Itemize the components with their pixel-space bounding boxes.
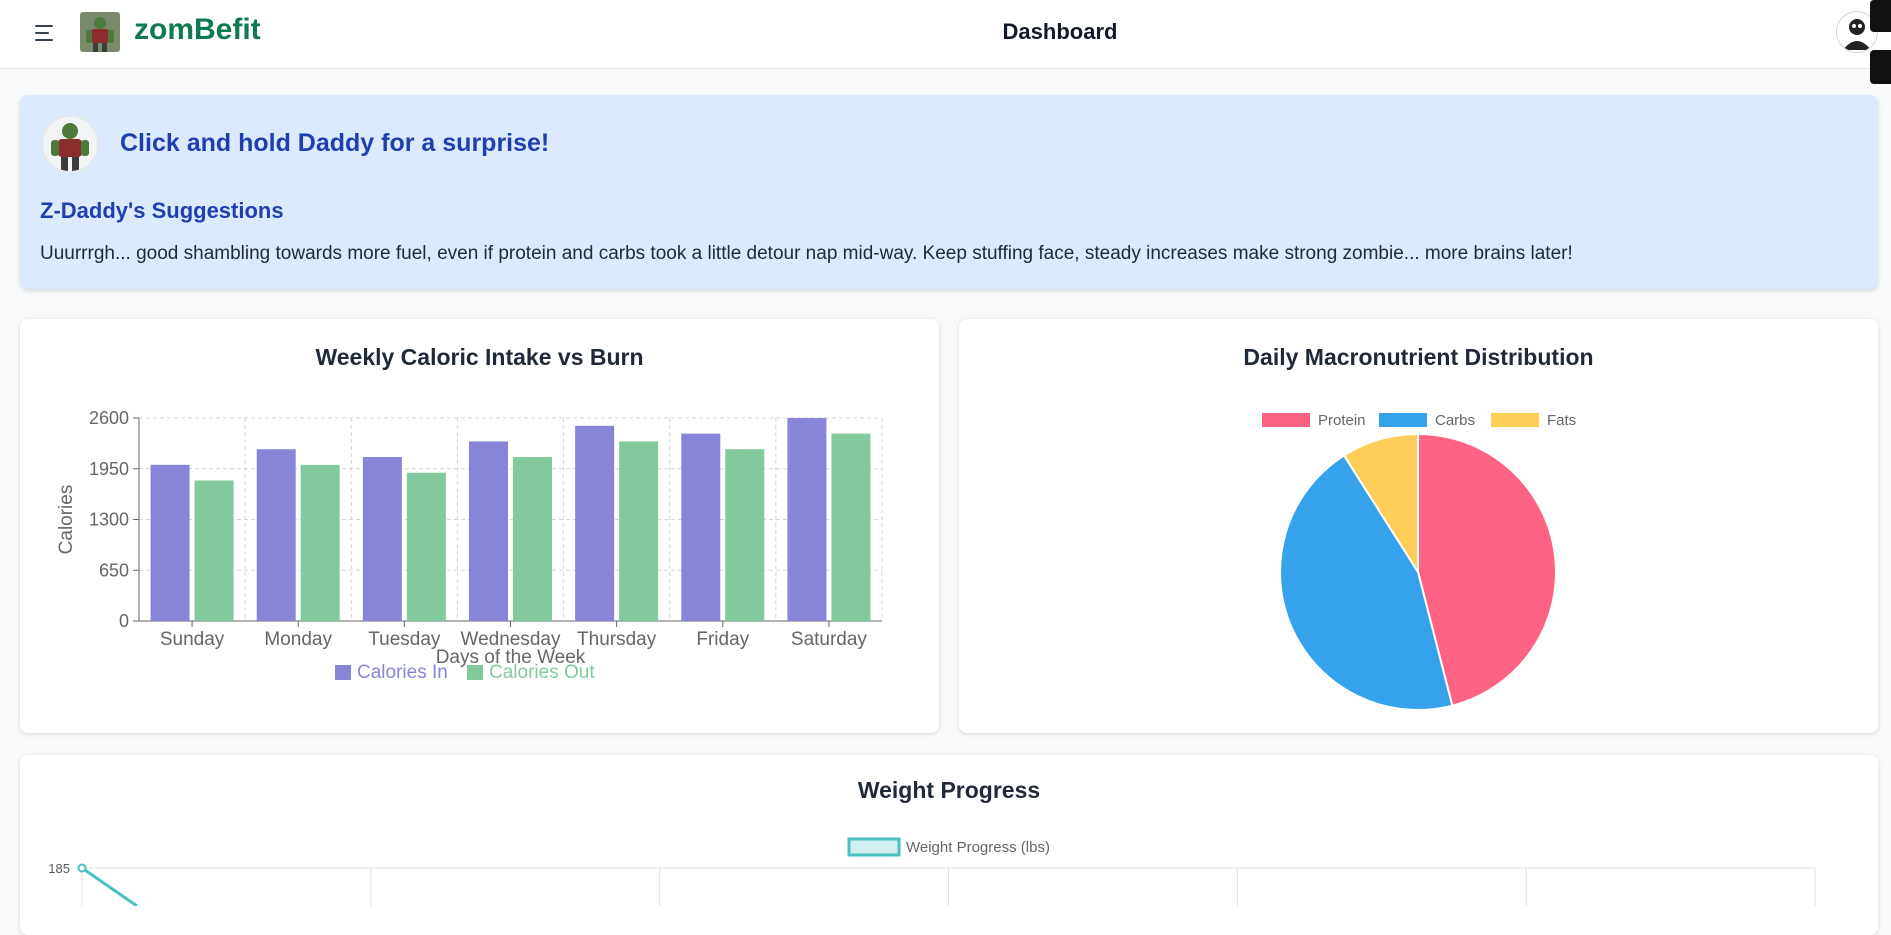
bar-calories-out: [831, 433, 871, 621]
legend-label-carbs: Carbs: [1435, 412, 1475, 429]
bar-calories-out: [513, 457, 552, 621]
x-tick-label: Sunday: [160, 629, 225, 650]
bar-calories-in: [575, 425, 615, 621]
legend-label-weight: Weight Progress (lbs): [906, 839, 1050, 856]
pie-slice-fats: [1342, 432, 1419, 576]
bar-calories-out: [406, 472, 446, 621]
legend-label-protein: Protein: [1318, 412, 1366, 429]
y-tick-label: 0: [119, 611, 129, 631]
bar-calories-out: [194, 480, 234, 621]
legend-swatch-calories-out: [467, 665, 483, 680]
weight-chart-title: Weight Progress: [857, 777, 1041, 803]
zombie-daddy-avatar-icon[interactable]: [41, 115, 99, 173]
x-tick-label: Tuesday: [368, 629, 441, 650]
legend-label-fats: Fats: [1547, 412, 1576, 429]
y-tick-label: 1300: [89, 510, 129, 530]
legend-swatch-weight: [847, 837, 901, 857]
legend-swatch-fats: [1491, 413, 1539, 427]
weight-chart-card: Weight Progress Weight Progress (lbs) 185: [20, 755, 1878, 935]
y-tick-label: 1950: [89, 459, 129, 479]
bar-calories-out: [300, 464, 340, 621]
calorie-chart-title: Weekly Caloric Intake vs Burn: [315, 344, 644, 370]
legend-label-calories-out: Calories Out: [489, 662, 595, 683]
zombie-logo-icon[interactable]: [80, 12, 120, 52]
macro-pie-chart: Protein Carbs Fats: [1262, 412, 1576, 711]
weight-point: [77, 863, 87, 873]
weight-line-chart: Weight Progress (lbs) 185: [48, 837, 1816, 906]
side-panel-tab[interactable]: [1870, 0, 1891, 32]
bar-calories-in: [150, 464, 190, 621]
macro-chart-card: Daily Macronutrient Distribution Protein…: [959, 319, 1878, 733]
calorie-bar-chart: 0 650 1300 1950 2600 Sunday Monday Tuesday Wedne…: [56, 408, 883, 683]
weight-series-line: [81, 866, 138, 906]
side-panel-tab-star[interactable]: [1870, 50, 1891, 84]
macro-chart-title: Daily Macronutrient Distribution: [1243, 344, 1594, 370]
suggestions-banner: Click and hold Daddy for a surprise! Z-D…: [20, 95, 1878, 289]
hamburger-menu-icon[interactable]: [33, 22, 57, 44]
legend-swatch-calories-in: [335, 665, 351, 680]
bar-calories-in: [787, 418, 827, 621]
legend-swatch-carbs: [1379, 413, 1427, 427]
page-title: Dashboard: [1002, 19, 1118, 44]
y-tick-label: 2600: [89, 408, 129, 428]
x-tick-label: Saturday: [791, 629, 868, 650]
x-tick-label: Monday: [264, 629, 332, 650]
x-tick-label: Wednesday: [461, 629, 561, 650]
bar-calories-in: [469, 441, 508, 621]
calorie-chart-card: Weekly Caloric Intake vs Burn 0 650 1300 19…: [20, 319, 939, 733]
y-tick-label: 650: [99, 560, 129, 580]
pie-slice-protein: [1417, 432, 1557, 707]
bar-calories-out: [725, 449, 765, 621]
app-header: zomBefit Dashboard: [0, 0, 1891, 84]
legend-swatch-protein: [1262, 413, 1310, 427]
y-tick-label: 185: [48, 861, 70, 876]
suggestions-text: Uuurrrgh... good shambling towards more …: [40, 243, 1573, 264]
x-axis-label: Days of the Week: [436, 647, 586, 668]
brand-name[interactable]: zomBefit: [134, 13, 261, 46]
pie-slice-carbs: [1279, 454, 1454, 711]
x-tick-label: Thursday: [577, 629, 657, 650]
suggestions-title: Z-Daddy's Suggestions: [40, 198, 284, 223]
y-axis-label: Calories: [56, 485, 77, 555]
bar-calories-in: [681, 433, 721, 621]
banner-headline: Click and hold Daddy for a surprise!: [120, 129, 550, 157]
bar-calories-in: [362, 457, 402, 621]
bar-calories-in: [256, 449, 296, 621]
legend-label-calories-in: Calories In: [357, 662, 448, 683]
x-tick-label: Friday: [696, 629, 749, 650]
bar-calories-out: [619, 441, 659, 621]
